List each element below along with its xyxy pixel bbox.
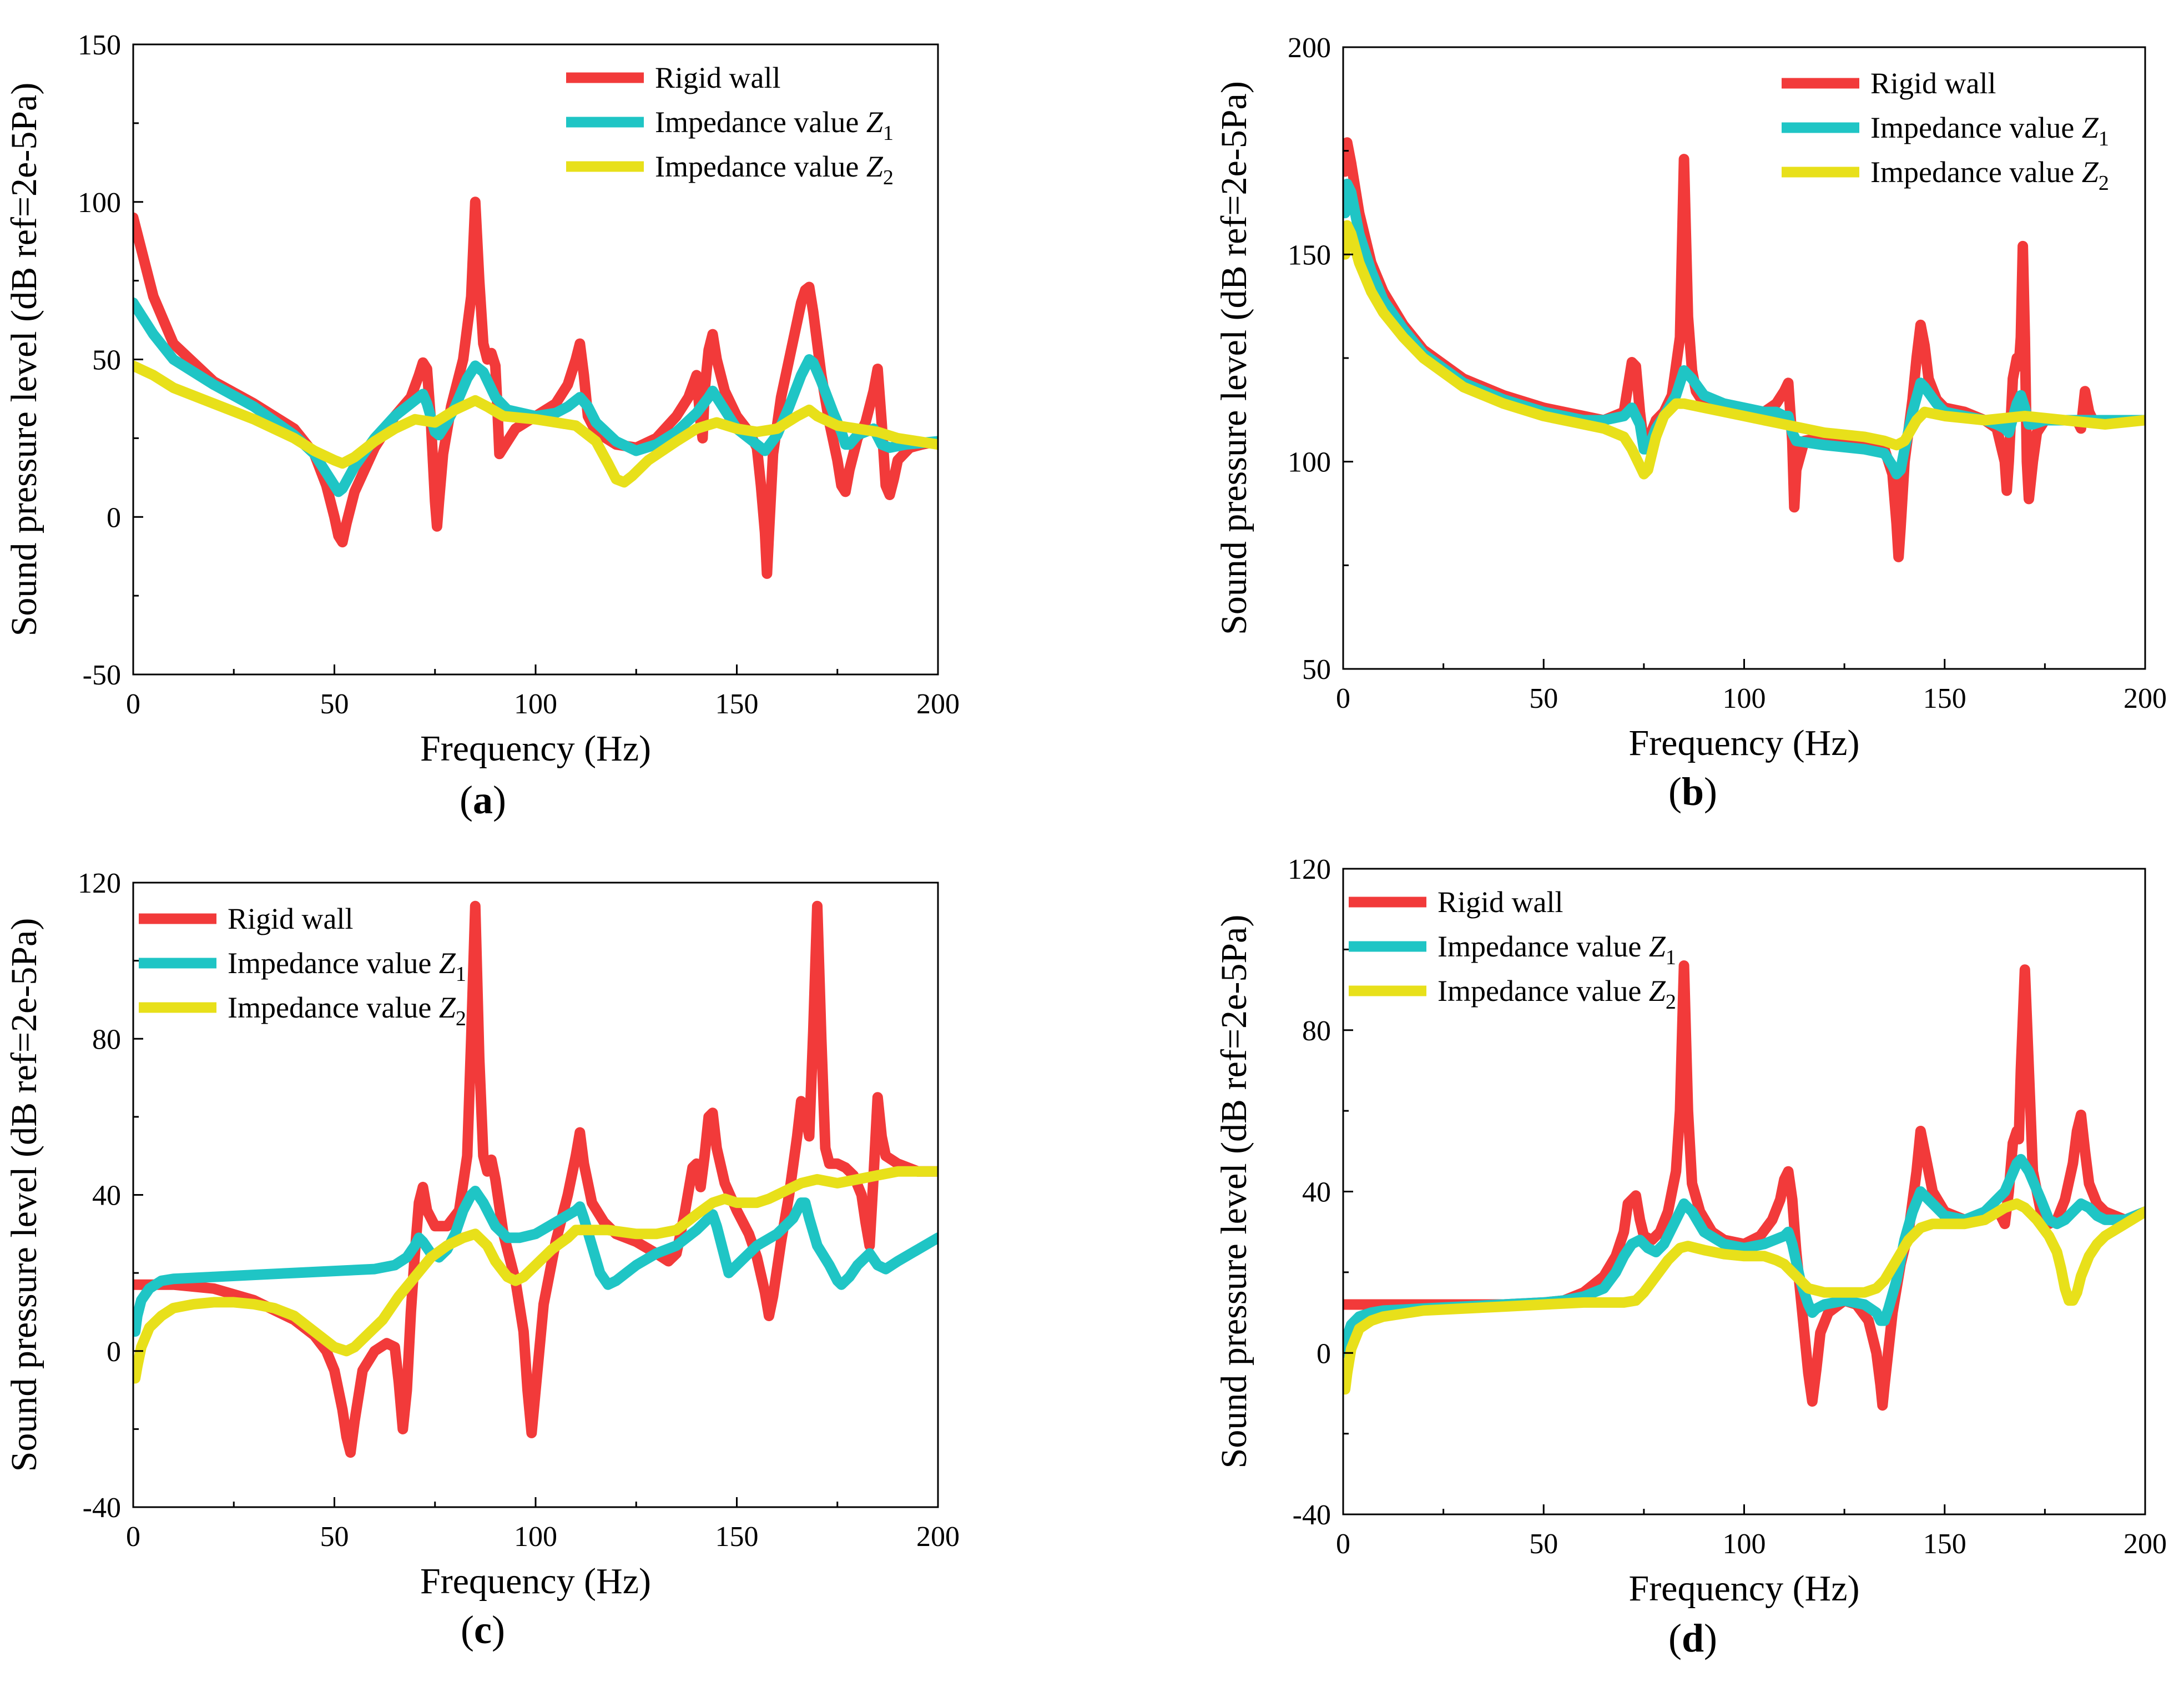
y-tick-label: 50	[92, 345, 121, 376]
legend-label: Impedance value Z2	[228, 991, 466, 1030]
x-tick-label: 200	[916, 1521, 960, 1553]
legend-label: Impedance value Z2	[1437, 974, 1676, 1014]
series-line-z1	[133, 1186, 938, 1337]
x-tick-label: 0	[1336, 1528, 1350, 1560]
legend: Rigid wall Impedance value Z1 Impedance va…	[139, 902, 466, 1030]
legend-label: Impedance value Z2	[655, 150, 894, 189]
legend: Rigid wall Impedance value Z1 Impedance va…	[1349, 885, 1676, 1014]
legend-label: Impedance value Z1	[1437, 930, 1676, 969]
y-tick-label: 40	[92, 1180, 121, 1212]
legend-label: Impedance value Z1	[1870, 111, 2109, 150]
legend-label: Impedance value Z2	[1870, 155, 2109, 195]
y-tick-label: 80	[92, 1024, 121, 1055]
panel-label: (d)	[1668, 1616, 1717, 1660]
y-tick-label: 50	[1302, 654, 1331, 686]
series-line-rigid	[1343, 960, 2145, 1411]
legend: Rigid wall Impedance value Z1 Impedance va…	[566, 61, 894, 189]
x-tick-label: 0	[126, 688, 140, 720]
y-tick-label: 120	[1288, 854, 1331, 885]
x-axis-title: Frequency (Hz)	[420, 1561, 651, 1602]
y-tick-label: 150	[1288, 239, 1331, 271]
x-tick-label: 200	[2124, 683, 2167, 714]
x-tick-label: 50	[1529, 683, 1558, 714]
x-tick-label: 200	[2124, 1528, 2167, 1560]
panel-label: (c)	[461, 1608, 505, 1652]
series-line-z2	[133, 1166, 938, 1384]
legend-label: Rigid wall	[1437, 885, 1563, 919]
x-axis-title: Frequency (Hz)	[1629, 1568, 1860, 1609]
x-tick-label: 50	[320, 1521, 349, 1553]
x-tick-label: 0	[1336, 683, 1350, 714]
y-tick-label: 0	[107, 502, 121, 533]
y-tick-label: 200	[1288, 32, 1331, 64]
y-tick-label: 120	[78, 868, 121, 899]
series-line-rigid	[1343, 137, 2145, 562]
x-tick-label: 150	[1923, 1528, 1966, 1560]
y-tick-label: 100	[1288, 447, 1331, 479]
y-tick-label: -40	[83, 1492, 121, 1524]
panel-label: (a)	[460, 778, 506, 822]
y-axis-title: Sound pressure level (dB ref=2e-5Pa)	[1214, 81, 1254, 635]
x-tick-label: 100	[1723, 683, 1766, 714]
x-tick-label: 50	[320, 688, 349, 720]
legend-label: Rigid wall	[655, 61, 781, 94]
x-tick-label: 100	[514, 1521, 557, 1553]
x-tick-label: 150	[715, 1521, 759, 1553]
y-tick-label: 100	[78, 187, 121, 219]
x-axis-title: Frequency (Hz)	[1629, 723, 1860, 763]
x-tick-label: 100	[1723, 1528, 1766, 1560]
legend-label: Rigid wall	[1870, 67, 1996, 100]
x-tick-label: 150	[1923, 683, 1966, 714]
y-tick-label: 150	[78, 29, 121, 61]
x-axis-title: Frequency (Hz)	[420, 728, 651, 769]
x-tick-label: 0	[126, 1521, 140, 1553]
x-tick-label: 100	[514, 688, 557, 720]
series-line-z2	[133, 360, 938, 488]
y-tick-label: 40	[1302, 1177, 1331, 1208]
y-tick-label: 0	[1317, 1338, 1331, 1369]
y-axis-title: Sound pressure level (dB ref=2e-5Pa)	[4, 83, 44, 637]
legend: Rigid wall Impedance value Z1 Impedance va…	[1782, 67, 2109, 195]
y-tick-label: -40	[1293, 1499, 1331, 1531]
legend-label: Rigid wall	[228, 902, 354, 935]
series-line-rigid	[133, 197, 938, 579]
series-line-z2	[1343, 1198, 2145, 1395]
y-axis-title: Sound pressure level (dB ref=2e-5Pa)	[1214, 915, 1254, 1469]
y-tick-label: 80	[1302, 1015, 1331, 1047]
x-tick-label: 50	[1529, 1528, 1558, 1560]
series-line-rigid	[133, 900, 938, 1458]
y-tick-label: -50	[83, 659, 121, 691]
series-line-z1	[133, 297, 938, 497]
legend-label: Impedance value Z1	[655, 105, 894, 145]
x-tick-label: 200	[916, 688, 960, 720]
y-tick-label: 0	[107, 1336, 121, 1368]
x-tick-label: 150	[715, 688, 759, 720]
panel-label: (b)	[1668, 769, 1717, 814]
y-axis-title: Sound pressure level (dB ref=2e-5Pa)	[4, 918, 44, 1472]
series-line-z2	[1343, 220, 2145, 480]
legend-label: Impedance value Z1	[228, 946, 466, 986]
